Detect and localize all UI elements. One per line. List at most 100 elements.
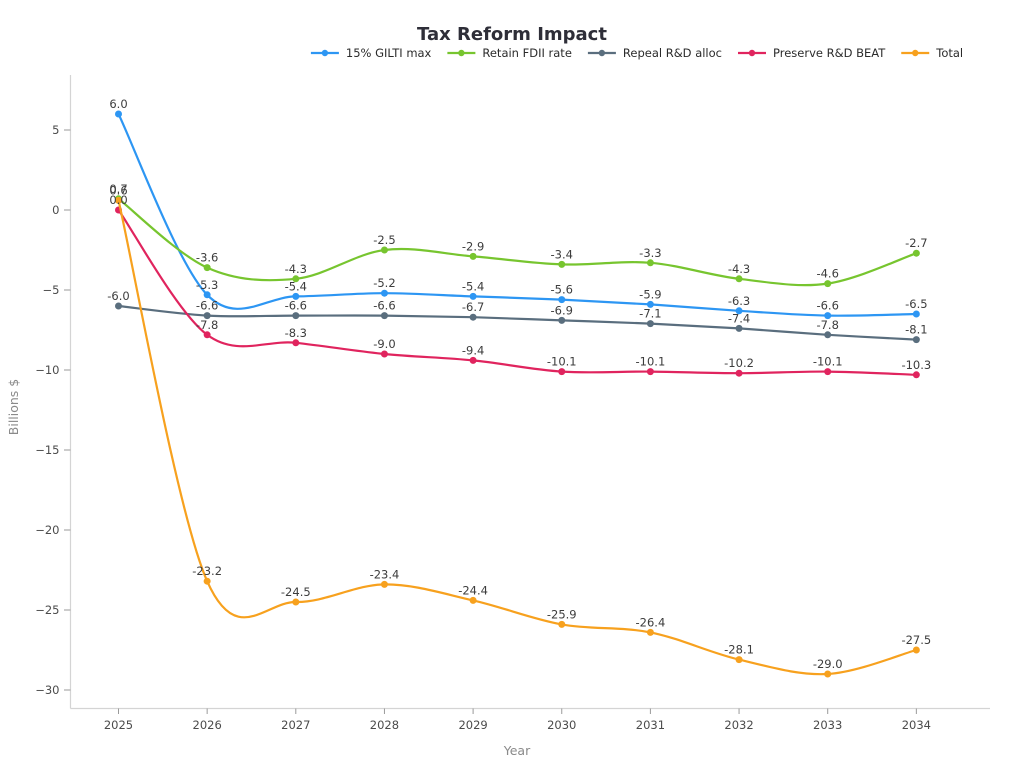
point-label-15-gilti-max: -6.3: [728, 294, 750, 308]
point-label-preserve-r-d-beat: -7.8: [196, 318, 218, 332]
data-point-preserve-r-d-beat: [735, 369, 743, 377]
data-point-15-gilti-max: [558, 296, 566, 304]
point-label-repeal-r-d-alloc: -8.1: [905, 323, 927, 337]
data-point-total: [115, 196, 122, 204]
point-label-preserve-r-d-beat: -10.3: [901, 358, 931, 372]
data-point-total: [380, 580, 388, 588]
point-label-preserve-r-d-beat: 0.0: [109, 193, 127, 207]
data-point-total: [735, 656, 743, 664]
x-tick-label: 2025: [104, 718, 133, 732]
data-point-15-gilti-max: [292, 292, 300, 300]
data-point-preserve-r-d-beat: [203, 331, 211, 339]
point-label-15-gilti-max: -5.6: [551, 283, 573, 297]
point-label-total: -24.4: [458, 583, 488, 597]
data-point-retain-fdii-rate: [824, 280, 832, 288]
point-labels: 6.0 -5.3 -5.4 -5.2 -5.4 -5.6 -5.9 -6.3 -6.6 -6.5 0…: [107, 97, 931, 671]
x-tick-label: 2030: [547, 718, 576, 732]
data-point-repeal-r-d-alloc: [646, 320, 654, 328]
point-label-15-gilti-max: -5.4: [462, 279, 484, 293]
point-label-repeal-r-d-alloc: -7.4: [728, 311, 750, 325]
point-label-15-gilti-max: -5.2: [373, 276, 395, 290]
data-point-repeal-r-d-alloc: [115, 302, 122, 310]
x-tick-label: 2033: [813, 718, 842, 732]
data-point-15-gilti-max: [912, 310, 920, 318]
data-point-total: [203, 577, 211, 585]
point-label-15-gilti-max: -6.5: [905, 297, 927, 311]
legend-dot-marker: [458, 49, 465, 57]
point-label-retain-fdii-rate: -4.3: [728, 262, 750, 276]
legend-dot-marker: [321, 49, 329, 57]
series-repeal-r-d-alloc: [115, 302, 920, 344]
legend-item-retain-fdii-rate: Retain FDII rate: [447, 46, 572, 60]
point-label-preserve-r-d-beat: -9.0: [373, 337, 395, 351]
data-point-retain-fdii-rate: [469, 252, 477, 260]
point-label-preserve-r-d-beat: -10.1: [636, 355, 666, 369]
y-axis-label: Billions $: [6, 379, 21, 435]
y-tick-label: 0: [52, 203, 59, 217]
legend-item-total: Total: [901, 46, 963, 60]
point-label-15-gilti-max: -6.6: [816, 299, 838, 313]
point-label-total: -27.5: [901, 633, 931, 647]
series-15-gilti-max: [115, 110, 920, 320]
series-line-retain-fdii-rate: [117, 197, 918, 287]
data-point-total: [912, 646, 920, 654]
data-point-retain-fdii-rate: [292, 275, 300, 283]
point-label-preserve-r-d-beat: -10.1: [547, 355, 577, 369]
data-point-preserve-r-d-beat: [380, 350, 388, 358]
chart-title: Tax Reform Impact: [417, 24, 607, 45]
point-label-repeal-r-d-alloc: -6.7: [462, 300, 484, 314]
series-line-15-gilti-max: [117, 112, 918, 317]
data-point-preserve-r-d-beat: [824, 368, 832, 376]
data-point-total: [469, 596, 477, 604]
legend-label: 15% GILTI max: [346, 46, 432, 60]
data-point-preserve-r-d-beat: [912, 371, 920, 379]
point-label-15-gilti-max: -5.4: [285, 279, 307, 293]
data-point-15-gilti-max: [203, 291, 211, 299]
point-label-retain-fdii-rate: -3.6: [196, 251, 218, 265]
series-line-preserve-r-d-beat: [117, 208, 918, 376]
series-line-total: [117, 199, 918, 676]
data-point-retain-fdii-rate: [558, 260, 566, 268]
axes: 5 0 −5 −10 −15 −20 −25 −30 2025 2026 2027 2028 2029 2…: [35, 75, 990, 732]
point-label-total: -25.9: [547, 607, 577, 621]
y-tick-label: −10: [35, 363, 59, 377]
point-label-total: -26.4: [636, 615, 666, 629]
point-label-total: 0.6: [109, 183, 127, 197]
x-tick-label: 2034: [902, 718, 931, 732]
data-point-repeal-r-d-alloc: [735, 324, 743, 332]
legend-dot-marker: [598, 49, 606, 57]
legend-item-preserve-r-d-beat: Preserve R&D BEAT: [737, 46, 886, 60]
series-preserve-r-d-beat: [115, 206, 920, 379]
point-label-15-gilti-max: -5.3: [196, 278, 218, 292]
point-label-retain-fdii-rate: -2.7: [905, 236, 927, 250]
y-tick-label: −25: [35, 603, 59, 617]
series-retain-fdii-rate: [115, 195, 920, 288]
series-lines: [115, 110, 920, 678]
point-label-repeal-r-d-alloc: -6.9: [551, 303, 573, 317]
point-label-retain-fdii-rate: -4.6: [816, 267, 838, 281]
data-point-retain-fdii-rate: [912, 249, 920, 257]
legend: 15% GILTI max Retain FDII rate Repeal R&D …: [310, 46, 963, 60]
point-label-preserve-r-d-beat: -9.4: [462, 343, 484, 357]
point-label-preserve-r-d-beat: -10.2: [724, 356, 754, 370]
data-point-total: [558, 620, 566, 628]
y-tick-label: 5: [52, 123, 59, 137]
data-point-repeal-r-d-alloc: [292, 312, 300, 320]
y-tick-label: −20: [35, 523, 59, 537]
x-tick-label: 2028: [370, 718, 399, 732]
data-point-15-gilti-max: [469, 292, 477, 300]
data-point-preserve-r-d-beat: [292, 339, 300, 347]
y-tick-label: −30: [35, 683, 59, 697]
data-point-repeal-r-d-alloc: [912, 336, 920, 344]
legend-label: Retain FDII rate: [482, 46, 572, 60]
data-point-repeal-r-d-alloc: [824, 331, 832, 339]
point-label-total: -23.2: [192, 564, 222, 578]
point-label-retain-fdii-rate: -4.3: [285, 262, 307, 276]
point-label-repeal-r-d-alloc: -7.1: [639, 307, 661, 321]
data-point-preserve-r-d-beat: [469, 356, 477, 364]
point-label-repeal-r-d-alloc: -6.6: [285, 299, 307, 313]
point-label-retain-fdii-rate: 0.7: [109, 182, 127, 196]
point-label-total: -24.5: [281, 585, 311, 599]
data-point-preserve-r-d-beat: [646, 368, 654, 376]
